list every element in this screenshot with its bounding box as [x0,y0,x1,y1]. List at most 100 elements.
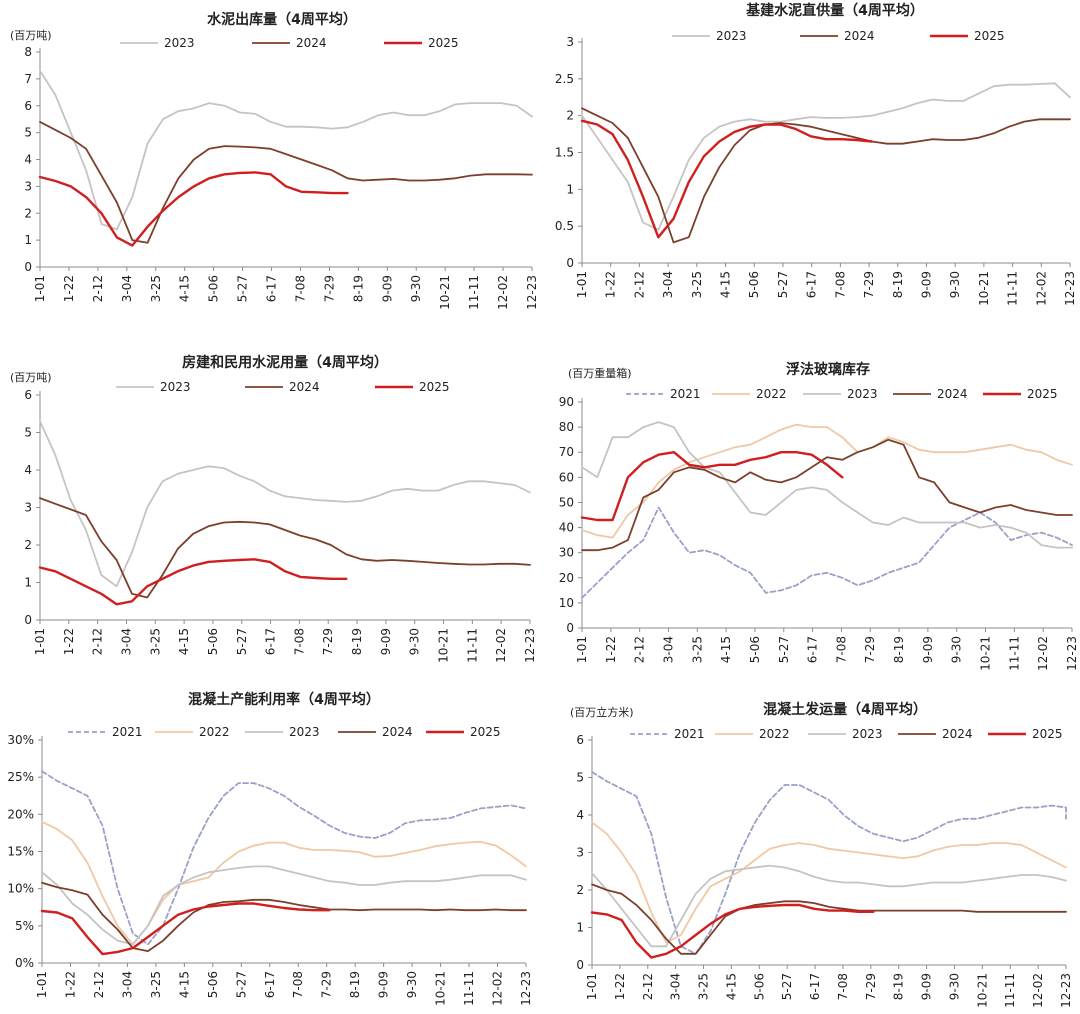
x-tick-label: 3-25 [149,275,163,302]
y-tick-label: 2.5 [555,72,574,86]
y-tick-label: 20% [7,807,34,821]
x-tick-label: 7-08 [292,628,306,655]
x-tick-label: 5-27 [235,628,249,655]
x-tick-label: 1-01 [585,973,599,1000]
chart-title: 浮法玻璃库存 [786,361,870,378]
x-tick-label: 9-09 [921,636,935,663]
y-tick-label: 10 [559,596,574,610]
legend-item-2025: 2025 [375,380,450,394]
series-line-2025 [580,119,873,239]
x-tick-label: 2-12 [92,971,106,998]
x-tick-label: 9-30 [947,973,961,1000]
x-tick-label: 3-25 [149,971,163,998]
legend-item-2023: 2023 [120,36,195,50]
legend-item-2024: 2024 [893,387,968,401]
y-tick-label: 20 [559,571,574,585]
y-tick-label: 5 [24,126,32,140]
legend-label: 2025 [419,380,450,394]
x-tick-label: 11-11 [462,971,476,1006]
x-tick-label: 12-02 [1036,636,1050,671]
legend-label: 2024 [296,36,327,50]
x-tick-label: 12-02 [496,275,510,310]
series-line-2025 [38,558,348,606]
x-tick-label: 5-27 [236,275,250,302]
y-tick-label: 7 [24,72,32,86]
y-tick-label: 6 [24,388,32,402]
x-tick-label: 3-25 [690,271,704,298]
y-tick-label: 30% [7,733,34,747]
x-tick-label: 7-08 [836,973,850,1000]
x-tick-label: 8-19 [351,275,365,302]
y-unit-label: (百万吨) [10,29,52,42]
y-tick-label: 3 [24,501,32,515]
x-tick-label: 12-23 [1059,973,1073,1008]
legend-item-2023: 2023 [116,380,191,394]
x-tick-label: 6-17 [805,271,819,298]
y-tick-label: 1 [24,233,32,247]
x-tick-label: 9-30 [405,971,419,998]
legend-label: 2023 [160,380,191,394]
x-tick-label: 3-04 [669,973,683,1000]
legend-label: 2023 [289,725,320,739]
legend-label: 2022 [756,387,787,401]
x-tick-label: 1-22 [613,973,627,1000]
legend-label: 2025 [1027,387,1058,401]
y-tick-label: 2 [576,883,584,897]
x-tick-label: 11-11 [467,275,481,310]
y-tick-label: 50 [559,495,574,509]
legend-item-2025: 2025 [983,387,1058,401]
legend-item-2021: 2021 [626,387,701,401]
x-tick-label: 9-09 [920,973,934,1000]
y-tick-label: 40 [559,521,574,535]
y-tick-label: 3 [576,846,584,860]
legend-item-2021: 2021 [68,725,143,739]
x-tick-label: 9-30 [409,275,423,302]
y-tick-label: 0 [576,958,584,972]
x-tick-label: 1-22 [604,271,618,298]
x-tick-label: 12-23 [1065,636,1079,671]
legend-item-2022: 2022 [712,387,787,401]
chart-housing-cement: 房建和民用水泥用量（4周平均） (百万吨) 2023 2024 2025 0 1 2 3 4 5 6 1… [10,354,537,663]
y-tick-label: 1 [24,576,32,590]
x-tick-label: 8-19 [348,971,362,998]
x-tick-label: 11-11 [1006,271,1020,306]
legend-item-2025: 2025 [426,725,501,739]
x-tick-label: 4-15 [177,971,191,998]
x-tick-label: 6-17 [263,971,277,998]
y-tick-label: 6 [24,99,32,113]
chart-title: 混凝土发运量（4周平均） [763,701,927,718]
legend-label: 2023 [164,36,195,50]
legend-label: 2023 [852,727,883,741]
x-tick-label: 5-06 [206,628,220,655]
series-line-2021 [581,506,1073,599]
chart-cement-shipments: 水泥出库量（4周平均） (百万吨) 2023 2024 2025 0 1 2 3 4 5 6 7 8 1-0… [10,11,539,310]
y-tick-label: 2 [566,109,574,123]
y-tick-label: 90 [559,395,574,409]
x-tick-label: 8-19 [892,973,906,1000]
x-tick-label: 5-27 [777,636,791,663]
legend-label: 2021 [670,387,701,401]
x-tick-label: 1-01 [35,971,49,998]
y-tick-label: 1.5 [555,146,574,160]
legend-item-2024: 2024 [898,727,973,741]
x-tick-label: 3-25 [697,973,711,1000]
y-tick-label: 0% [15,956,34,970]
legend-item-2023: 2023 [808,727,883,741]
x-tick-label: 7-08 [293,275,307,302]
series-line-2025 [38,171,349,247]
x-tick-label: 1-22 [62,628,76,655]
x-tick-label: 5-06 [748,636,762,663]
series-line-2025 [40,902,331,956]
y-tick-label: 0 [24,613,32,627]
x-tick-label: 6-17 [265,275,279,302]
x-tick-label: 7-29 [862,271,876,298]
x-tick-label: 2-12 [641,973,655,1000]
y-tick-label: 80 [559,420,574,434]
x-tick-label: 4-15 [719,271,733,298]
x-tick-label: 7-08 [291,971,305,998]
x-tick-label: 7-08 [833,271,847,298]
legend-label: 2021 [674,727,705,741]
x-tick-label: 4-15 [724,973,738,1000]
legend-item-2024: 2024 [338,725,413,739]
